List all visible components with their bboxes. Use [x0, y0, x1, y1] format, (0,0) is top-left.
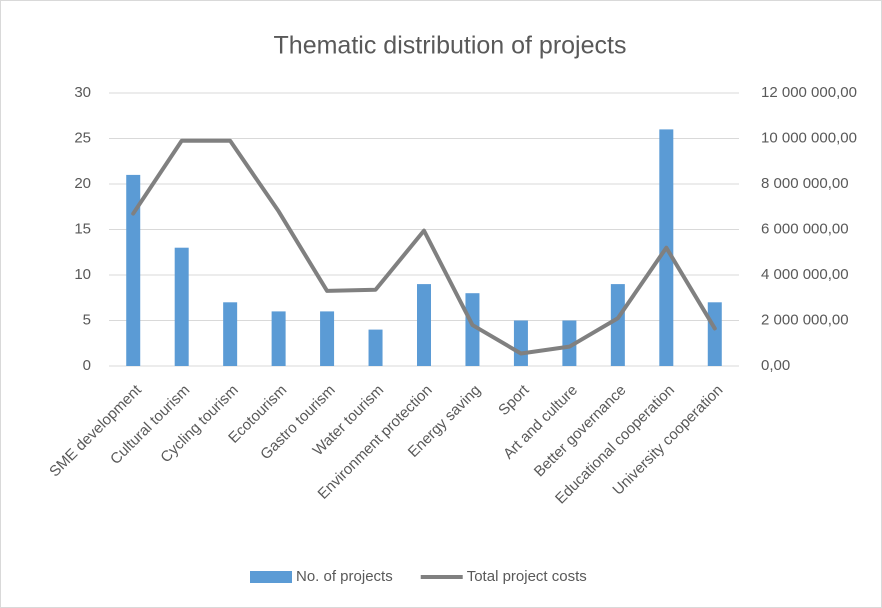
legend-label: Total project costs — [467, 568, 587, 585]
line — [131, 138, 717, 356]
bar — [417, 284, 431, 366]
y2-tick-label: 6 000 000,00 — [761, 220, 849, 237]
bar — [610, 284, 625, 366]
legend-swatch — [250, 571, 292, 583]
y-tick-label: 20 — [74, 175, 91, 192]
y2-tick-label: 10 000 000,00 — [761, 129, 857, 146]
y2-tick-label: 4 000 000,00 — [761, 266, 849, 283]
bar — [707, 302, 722, 366]
bar — [465, 293, 480, 366]
bar — [174, 247, 189, 366]
bar — [126, 174, 141, 366]
bar — [320, 311, 335, 366]
y2-tick-label: 8 000 000,00 — [761, 175, 849, 192]
legend-label: No. of projects — [296, 568, 393, 585]
chart-title: Thematic distribution of projects — [274, 32, 627, 60]
y-tick-label: 25 — [74, 129, 91, 146]
y2-tick-label: 2 000 000,00 — [761, 311, 849, 328]
y-tick-label: 30 — [74, 84, 91, 101]
bar — [562, 320, 577, 366]
y2-tick-label: 0,00 — [761, 357, 790, 374]
bar — [223, 302, 238, 366]
bar — [513, 320, 528, 366]
y-tick-label: 10 — [74, 266, 91, 283]
y2-tick-label: 12 000 000,00 — [761, 84, 857, 101]
bar — [271, 311, 286, 366]
y-tick-label: 15 — [74, 220, 91, 237]
y-tick-label: 5 — [83, 311, 91, 328]
y-tick-label: 0 — [83, 357, 91, 374]
bar — [368, 329, 383, 366]
